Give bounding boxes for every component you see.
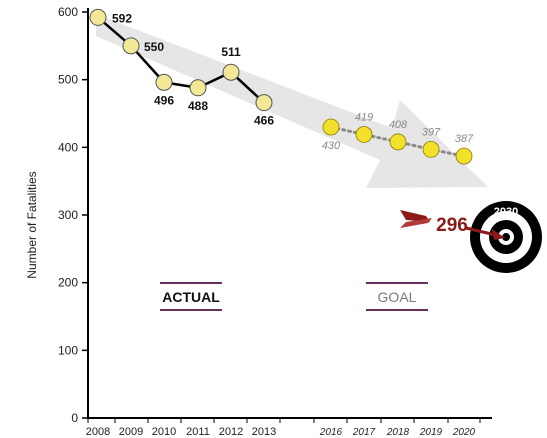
goal-data-label: 419 <box>355 111 373 123</box>
actual-point <box>122 37 140 55</box>
x-tick-label: 2008 <box>86 426 110 438</box>
target-value-label: 296 <box>436 215 468 236</box>
actual-point <box>89 8 107 26</box>
goal-point <box>322 118 340 136</box>
actual-point <box>189 79 207 97</box>
target-year-label: 2030 <box>494 206 518 218</box>
actual-data-label: 466 <box>254 114 274 128</box>
goal-data-label: 408 <box>389 119 408 131</box>
goal-point <box>455 147 473 165</box>
y-tick-label: 0 <box>71 411 78 425</box>
y-tick-label: 400 <box>58 140 78 154</box>
actual-point <box>255 94 273 112</box>
dart-fletch-bottom <box>400 218 432 228</box>
actual-data-label: 496 <box>154 93 174 107</box>
y-tick-label: 100 <box>58 343 78 357</box>
actual-point <box>222 63 240 81</box>
x-tick-label: 2012 <box>219 426 243 438</box>
goal-data-label: 397 <box>422 126 441 138</box>
goal-legend-label: GOAL <box>378 289 417 305</box>
dart-head <box>492 229 505 240</box>
bullseye-dot <box>502 233 510 241</box>
actual-data-label: 488 <box>188 99 208 113</box>
x-tick-label: 2020 <box>452 427 476 438</box>
y-tick-label: 300 <box>58 208 78 222</box>
y-tick-label: 500 <box>58 73 78 87</box>
dart-fletch-top <box>400 210 430 222</box>
y-tick-label: 600 <box>58 5 78 19</box>
actual-legend-label: ACTUAL <box>162 289 220 305</box>
actual-point <box>155 73 173 91</box>
y-axis-label: Number of Fatalities <box>25 171 39 278</box>
goal-data-label: 430 <box>322 140 341 152</box>
goal-point <box>355 126 373 143</box>
goal-data-label: 387 <box>455 133 474 145</box>
goal-point <box>389 133 407 151</box>
y-tick-label: 200 <box>58 276 78 290</box>
actual-data-label: 592 <box>112 11 132 25</box>
actual-data-label: 511 <box>221 45 241 59</box>
trend-arrow-shape <box>96 14 488 188</box>
x-tick-label: 2018 <box>386 427 410 438</box>
x-tick-label: 2010 <box>152 426 176 438</box>
x-tick-label: 2017 <box>352 427 376 438</box>
x-tick-label: 2009 <box>119 426 143 438</box>
x-tick-label: 2019 <box>419 427 443 438</box>
x-tick-label: 2016 <box>319 427 343 438</box>
goal-point <box>422 140 440 158</box>
x-tick-label: 2011 <box>186 426 210 438</box>
x-tick-label: 2013 <box>252 426 276 438</box>
actual-data-label: 550 <box>144 40 164 54</box>
